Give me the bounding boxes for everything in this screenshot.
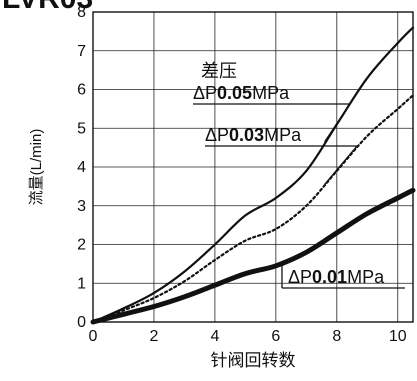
- series-label-2: ΔP0.03MPa: [205, 125, 302, 145]
- x-tick-label: 4: [210, 328, 219, 345]
- series-leader-line-1: [325, 104, 350, 142]
- x-tick-label: 6: [271, 328, 280, 345]
- y-tick-label: 4: [77, 159, 86, 176]
- series-label-3: ΔP0.01MPa: [288, 267, 385, 287]
- y-tick-label: 7: [77, 43, 86, 60]
- x-tick-label: 0: [89, 328, 98, 345]
- y-tick-label: 5: [77, 120, 86, 137]
- legend-title: 差压: [201, 61, 237, 81]
- x-tick-label: 2: [149, 328, 158, 345]
- series-leader-line-2: [325, 146, 357, 184]
- y-tick-label: 3: [77, 198, 86, 215]
- x-tick-labels: 0 2 4 6 8 10: [89, 328, 407, 345]
- x-tick-label: 8: [332, 328, 341, 345]
- x-axis-label: 针阀回转数: [211, 351, 296, 370]
- y-tick-labels: 0 1 2 3 4 5 6 7 8: [77, 4, 86, 331]
- series-label-1: ΔP0.05MPa: [193, 83, 290, 103]
- y-tick-label: 8: [77, 4, 86, 21]
- y-tick-label: 1: [77, 275, 86, 292]
- x-tick-label: 10: [389, 328, 407, 345]
- y-tick-label: 6: [77, 82, 86, 99]
- y-tick-label: 2: [77, 237, 86, 254]
- y-tick-label: 0: [77, 314, 86, 331]
- y-axis-label: 流量(L/min): [28, 129, 45, 206]
